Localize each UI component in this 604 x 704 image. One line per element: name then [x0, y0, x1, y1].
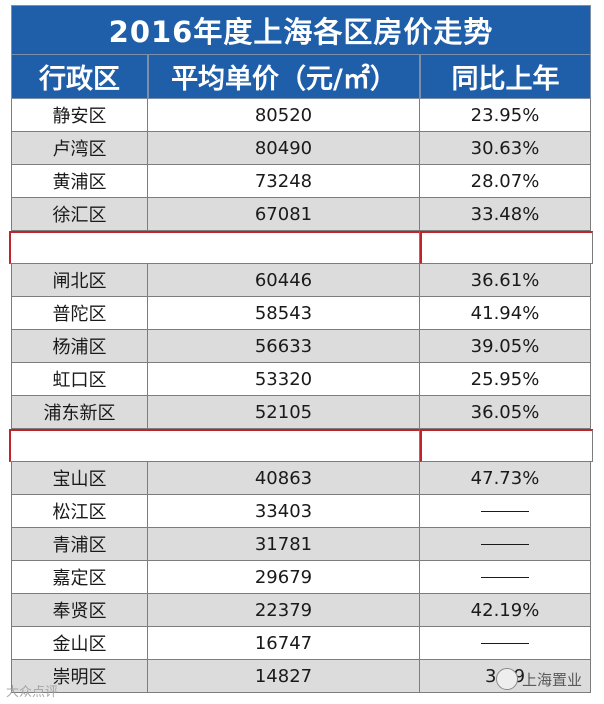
cell-avg-price: 31781	[148, 528, 420, 561]
table-row: 闸北区 60446 36.61%	[11, 264, 591, 297]
cell-avg-price: 29679	[148, 561, 420, 594]
cell-district: 普陀区	[11, 297, 148, 330]
table-row: 松江区 33403	[11, 495, 591, 528]
cell-district: 黄浦区	[11, 165, 148, 198]
wechat-logo-icon	[496, 668, 518, 690]
cell-avg-price: 53320	[148, 363, 420, 396]
cell-district: 浦东新区	[11, 396, 148, 429]
cell-district: 虹口区	[11, 363, 148, 396]
table-row: 静安区 80520 23.95%	[11, 99, 591, 132]
cell-district: 长宁区	[11, 231, 148, 264]
cell-avg-price: 52105	[148, 396, 420, 429]
table-row: 奉贤区 22379 42.19%	[11, 594, 591, 627]
cell-district: 崇明区	[11, 660, 148, 693]
header-yoy: 同比上年	[420, 55, 591, 99]
table-row: 普陀区 58543 41.94%	[11, 297, 591, 330]
cell-district: 闸北区	[11, 264, 148, 297]
cell-yoy: 23.95%	[420, 99, 591, 132]
cell-yoy: 37.13%	[420, 429, 591, 462]
watermark-left: 大众点评	[6, 681, 58, 700]
cell-district: 徐汇区	[11, 198, 148, 231]
no-data-dash	[481, 510, 529, 512]
cell-yoy: 25.95%	[420, 363, 591, 396]
cell-yoy	[420, 561, 591, 594]
cell-yoy: 47.73%	[420, 462, 591, 495]
cell-district: 青浦区	[11, 528, 148, 561]
table-title-text: 2016年度上海各区房价走势	[108, 15, 494, 49]
cell-avg-price: 73248	[148, 165, 420, 198]
cell-avg-price: 22379	[148, 594, 420, 627]
table-row: 徐汇区 67081 33.48%	[11, 198, 591, 231]
no-data-dash	[481, 576, 529, 578]
cell-yoy: 33.48%	[420, 198, 591, 231]
cell-avg-price: 63314	[148, 231, 420, 264]
cell-avg-price: 40863	[148, 462, 420, 495]
cell-yoy: 30.63%	[420, 132, 591, 165]
no-data-dash	[481, 543, 529, 545]
cell-yoy: 28.07%	[420, 165, 591, 198]
cell-district: 松江区	[11, 495, 148, 528]
table-row: 卢湾区 80490 30.63%	[11, 132, 591, 165]
cell-district: 杨浦区	[11, 330, 148, 363]
no-data-dash	[481, 642, 529, 644]
table-row: 青浦区 31781	[11, 528, 591, 561]
cell-yoy: 36.05%	[420, 396, 591, 429]
table-row: 长宁区 63314 31.19%	[9, 231, 593, 264]
table-row: 杨浦区 56633 39.05%	[11, 330, 591, 363]
table-row: 金山区 16747	[11, 627, 591, 660]
cell-yoy: 31.19%	[420, 231, 591, 264]
table-body: 静安区 80520 23.95% 卢湾区 80490 30.63% 黄浦区 73248 28.0…	[9, 99, 593, 693]
cell-district: 闵行区	[11, 429, 148, 462]
cell-avg-price: 56633	[148, 330, 420, 363]
header-avg-price: 平均单价（元/㎡）	[148, 55, 420, 99]
table-row: 黄浦区 73248 28.07%	[11, 165, 591, 198]
price-table: 2016年度上海各区房价走势 行政区 平均单价（元/㎡） 同比上年 静安区 805…	[9, 5, 593, 693]
cell-yoy	[420, 627, 591, 660]
cell-avg-price: 16747	[148, 627, 420, 660]
table-row: 浦东新区 52105 36.05%	[11, 396, 591, 429]
cell-avg-price: 80490	[148, 132, 420, 165]
cell-avg-price: 80520	[148, 99, 420, 132]
cell-avg-price: 58543	[148, 297, 420, 330]
cell-yoy: 42.19%	[420, 594, 591, 627]
cell-yoy: 39.05%	[420, 330, 591, 363]
table-row: 宝山区 40863 47.73%	[11, 462, 591, 495]
cell-district: 静安区	[11, 99, 148, 132]
cell-avg-price: 14827	[148, 660, 420, 693]
cell-district: 奉贤区	[11, 594, 148, 627]
cell-avg-price: 67081	[148, 198, 420, 231]
watermark-left-text: 大众点评	[6, 685, 59, 700]
table-row: 闵行区 46687 37.13%	[9, 429, 593, 462]
table-row: 嘉定区 29679	[11, 561, 591, 594]
table-row: 虹口区 53320 25.95%	[11, 363, 591, 396]
table-title: 2016年度上海各区房价走势	[11, 5, 591, 55]
watermark-right-text: 上海置业	[522, 670, 583, 689]
cell-district: 嘉定区	[11, 561, 148, 594]
cell-district: 卢湾区	[11, 132, 148, 165]
cell-avg-price: 60446	[148, 264, 420, 297]
cell-district: 宝山区	[11, 462, 148, 495]
cell-district: 金山区	[11, 627, 148, 660]
cell-yoy: 36.61%	[420, 264, 591, 297]
table-header-row: 行政区 平均单价（元/㎡） 同比上年	[11, 55, 591, 99]
cell-avg-price: 33403	[148, 495, 420, 528]
watermark-right: 上海置业	[496, 668, 582, 690]
cell-avg-price: 46687	[148, 429, 420, 462]
cell-yoy	[420, 495, 591, 528]
header-district: 行政区	[11, 55, 148, 99]
cell-yoy	[420, 528, 591, 561]
cell-yoy: 41.94%	[420, 297, 591, 330]
